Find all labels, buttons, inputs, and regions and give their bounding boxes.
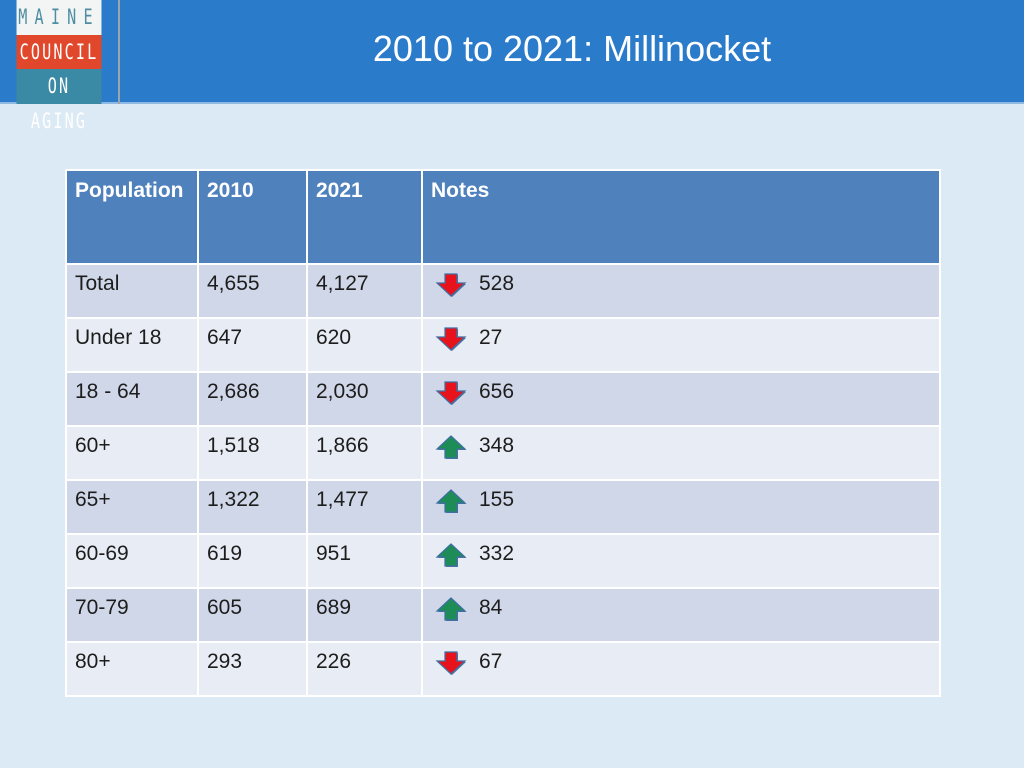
table-row: 80+ 293 226 67 xyxy=(65,641,941,697)
population-table: Population 2010 2021 Notes Total 4,655 4,1… xyxy=(65,169,941,697)
cell-2021-value: 4,127 xyxy=(306,263,423,319)
cell-notes: 332 xyxy=(421,533,941,589)
table-row: 65+ 1,322 1,477 155 xyxy=(65,479,941,535)
cell-2010-value: 1,322 xyxy=(197,479,308,535)
cell-population-label: 18 - 64 xyxy=(65,371,199,427)
cell-notes: 155 xyxy=(421,479,941,535)
cell-2010-value: 293 xyxy=(197,641,308,697)
cell-2010-value: 4,655 xyxy=(197,263,308,319)
cell-2010-value: 605 xyxy=(197,587,308,643)
cell-notes: 656 xyxy=(421,371,941,427)
cell-notes: 84 xyxy=(421,587,941,643)
up-arrow-icon xyxy=(435,435,467,459)
cell-2010-value: 647 xyxy=(197,317,308,373)
cell-notes: 528 xyxy=(421,263,941,319)
cell-population-label: 65+ xyxy=(65,479,199,535)
logo-line-on-aging: ON AGING xyxy=(16,69,102,133)
cell-2021-value: 226 xyxy=(306,641,423,697)
up-arrow-icon xyxy=(435,597,467,621)
table-header-row: Population 2010 2021 Notes xyxy=(65,169,941,265)
logo-line-maine: MAINE xyxy=(16,0,102,35)
header-2010: 2010 xyxy=(197,169,308,265)
down-arrow-icon xyxy=(435,651,467,675)
title-bar-rule xyxy=(0,102,1024,104)
up-arrow-icon xyxy=(435,489,467,513)
cell-2010-value: 619 xyxy=(197,533,308,589)
maine-council-on-aging-logo: MAINE COUNCIL ON AGING xyxy=(0,0,120,133)
title-bar xyxy=(0,0,1024,104)
cell-2021-value: 951 xyxy=(306,533,423,589)
cell-population-label: 60+ xyxy=(65,425,199,481)
table-body: Total 4,655 4,127 528 Under 18 647 620 27 18 - 6… xyxy=(65,263,941,697)
table-row: 18 - 64 2,686 2,030 656 xyxy=(65,371,941,427)
page-title: 2010 to 2021: Millinocket xyxy=(372,28,772,69)
change-value: 155 xyxy=(479,488,515,511)
down-arrow-icon xyxy=(435,273,467,297)
cell-notes: 348 xyxy=(421,425,941,481)
cell-population-label: Under 18 xyxy=(65,317,199,373)
logo-line-council: COUNCIL xyxy=(16,35,102,69)
change-value: 348 xyxy=(479,434,515,457)
header-notes: Notes xyxy=(421,169,941,265)
change-value: 332 xyxy=(479,542,515,565)
table-row: 60-69 619 951 332 xyxy=(65,533,941,589)
cell-2021-value: 2,030 xyxy=(306,371,423,427)
change-value: 528 xyxy=(479,272,515,295)
change-value: 84 xyxy=(479,596,503,619)
cell-notes: 27 xyxy=(421,317,941,373)
change-value: 27 xyxy=(479,326,503,349)
header-population: Population xyxy=(65,169,199,265)
table-row: Under 18 647 620 27 xyxy=(65,317,941,373)
up-arrow-icon xyxy=(435,543,467,567)
cell-population-label: 80+ xyxy=(65,641,199,697)
down-arrow-icon xyxy=(435,327,467,351)
down-arrow-icon xyxy=(435,381,467,405)
header-2021: 2021 xyxy=(306,169,423,265)
cell-2021-value: 620 xyxy=(306,317,423,373)
table-row: Total 4,655 4,127 528 xyxy=(65,263,941,319)
change-value: 67 xyxy=(479,650,503,673)
cell-population-label: 60-69 xyxy=(65,533,199,589)
table-row: 70-79 605 689 84 xyxy=(65,587,941,643)
table-row: 60+ 1,518 1,866 348 xyxy=(65,425,941,481)
cell-population-label: Total xyxy=(65,263,199,319)
change-value: 656 xyxy=(479,380,515,403)
cell-population-label: 70-79 xyxy=(65,587,199,643)
cell-notes: 67 xyxy=(421,641,941,697)
cell-2021-value: 1,477 xyxy=(306,479,423,535)
cell-2010-value: 2,686 xyxy=(197,371,308,427)
cell-2021-value: 1,866 xyxy=(306,425,423,481)
cell-2010-value: 1,518 xyxy=(197,425,308,481)
cell-2021-value: 689 xyxy=(306,587,423,643)
